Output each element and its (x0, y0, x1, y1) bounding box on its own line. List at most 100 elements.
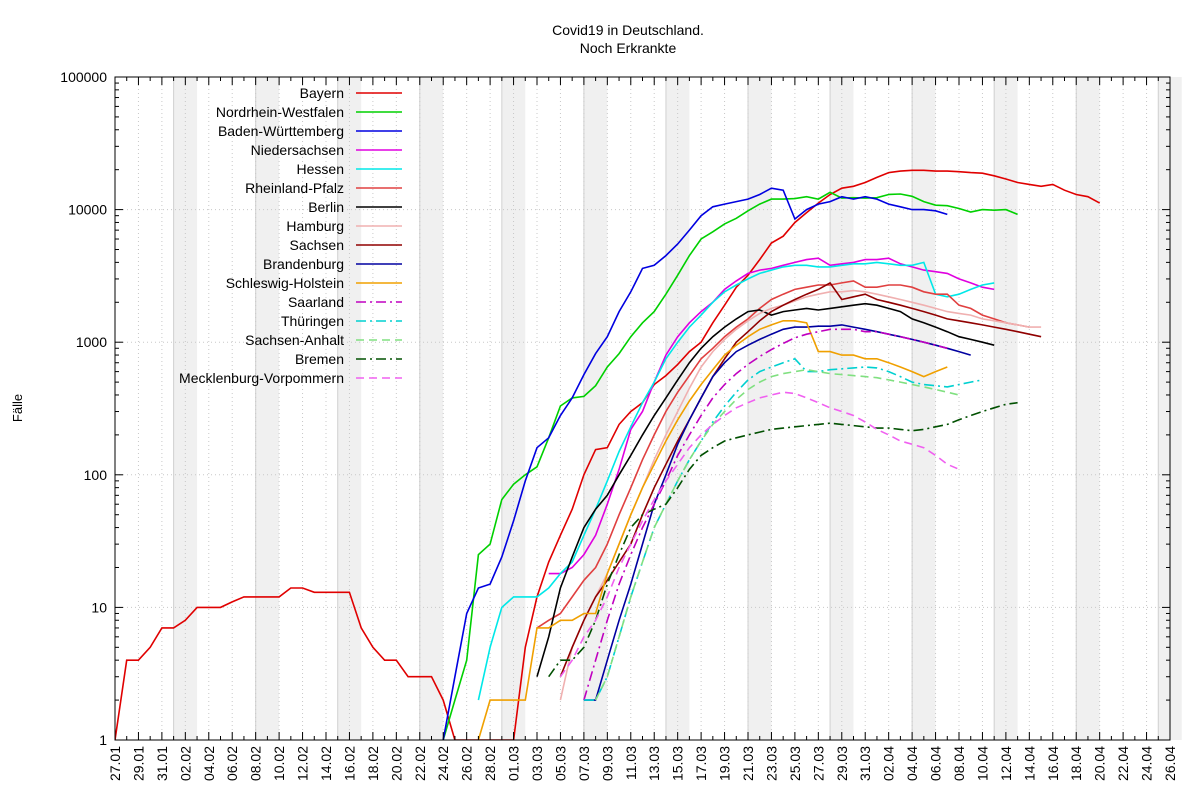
y-tick-label: 10000 (68, 202, 107, 218)
y-axis-label: Fälle (10, 394, 25, 422)
x-tick-label: 07.03 (576, 746, 592, 781)
y-tick-label: 10 (91, 599, 107, 615)
weekend-band (912, 77, 936, 740)
legend-label: Thüringen (281, 313, 344, 329)
series-line (536, 302, 995, 677)
x-tick-label: 29.01 (130, 746, 146, 781)
x-axis-ticks: 27.01 29.01 31.01 02.02 04.02 06.02 08.02 10.02… (107, 77, 1178, 781)
x-tick-label: 10.04 (974, 746, 990, 781)
x-tick-label: 16.04 (1045, 746, 1061, 781)
x-tick-label: 13.03 (646, 746, 662, 781)
x-tick-label: 03.03 (529, 746, 545, 781)
x-tick-label: 18.04 (1068, 746, 1084, 781)
weekend-band (173, 77, 198, 740)
legend-label: Bremen (295, 351, 344, 367)
y-axis-ticks: 1 10 100 1000 10000 100000 (60, 69, 1170, 748)
legend-label: Brandenburg (263, 256, 344, 272)
x-tick-label: 23.03 (763, 746, 779, 781)
x-tick-label: 04.02 (201, 746, 217, 781)
x-tick-label: 14.02 (318, 746, 334, 781)
weekend-band (748, 77, 772, 740)
series-line (548, 257, 995, 575)
series-line (442, 187, 948, 740)
x-tick-label: 24.04 (1139, 746, 1155, 781)
x-tick-label: 20.04 (1092, 746, 1108, 781)
legend-label: Hessen (297, 161, 344, 177)
legend-label: Baden-Württemberg (218, 123, 344, 139)
weekend-band (255, 77, 280, 740)
x-tick-label: 02.04 (881, 746, 897, 781)
x-tick-label: 12.04 (998, 746, 1014, 781)
x-tick-label: 17.03 (693, 746, 709, 781)
legend-label: Nordrhein-Westfalen (216, 104, 344, 120)
series-line (594, 368, 960, 701)
x-tick-label: 31.01 (154, 746, 170, 781)
series-line (559, 281, 1042, 677)
x-tick-label: 22.04 (1115, 746, 1131, 781)
x-tick-label: 01.03 (506, 746, 522, 781)
x-tick-label: 09.03 (599, 746, 615, 781)
weekend-band (830, 77, 854, 740)
series-line (115, 169, 1101, 740)
x-tick-label: 05.03 (552, 746, 568, 781)
legend-label: Schleswig-Holstein (226, 275, 344, 291)
y-tick-label: 100 (84, 467, 108, 483)
x-tick-label: 25.03 (787, 746, 803, 781)
series-line (536, 280, 1030, 629)
x-tick-label: 08.04 (951, 746, 967, 781)
legend-label: Bayern (300, 85, 344, 101)
x-tick-label: 28.02 (482, 746, 498, 781)
x-tick-label: 02.02 (177, 746, 193, 781)
x-tick-label: 11.03 (623, 746, 639, 780)
series-line (477, 261, 995, 701)
chart-subtitle: Noch Erkrankte (580, 40, 677, 56)
x-tick-label: 14.04 (1021, 746, 1037, 781)
legend-label: Hamburg (286, 218, 344, 234)
weekend-band (501, 77, 526, 740)
x-tick-label: 10.02 (271, 746, 287, 781)
y-tick-label: 1000 (76, 334, 107, 350)
x-tick-label: 18.02 (365, 746, 381, 781)
x-tick-label: 26.02 (459, 746, 475, 781)
x-tick-label: 31.03 (857, 746, 873, 781)
legend-label: Rheinland-Pfalz (245, 180, 344, 196)
y-tick-label: 100000 (60, 69, 107, 85)
x-tick-label: 20.02 (388, 746, 404, 781)
legend: Bayern Nordrhein-Westfalen Baden-Württembe… (179, 85, 402, 386)
x-tick-label: 12.02 (295, 746, 311, 781)
x-tick-label: 08.02 (248, 746, 264, 781)
weekend-band (1076, 77, 1100, 740)
legend-label: Mecklenburg-Vorpommern (179, 370, 344, 386)
legend-label: Sachsen-Anhalt (245, 332, 344, 348)
weekend-band (419, 77, 444, 740)
x-tick-label: 27.01 (107, 746, 123, 781)
x-tick-label: 26.04 (1162, 746, 1178, 781)
series-line (442, 191, 1018, 740)
series-line (477, 319, 948, 740)
x-tick-label: 15.03 (670, 746, 686, 781)
x-tick-label: 19.03 (717, 746, 733, 781)
weekend-band (665, 77, 690, 740)
x-tick-label: 27.03 (810, 746, 826, 781)
x-tick-label: 04.04 (904, 746, 920, 781)
legend-label: Saarland (288, 294, 344, 310)
series-line (583, 328, 948, 701)
chart-title: Covid19 in Deutschland. (552, 22, 704, 38)
series-lines (115, 169, 1101, 740)
weekend-band (583, 77, 608, 740)
series-line (559, 391, 960, 678)
weekend-band (994, 77, 1018, 740)
x-tick-label: 16.02 (341, 746, 357, 781)
legend-label: Sachsen (290, 237, 344, 253)
x-tick-label: 06.04 (928, 746, 944, 781)
weekend-band (337, 77, 362, 740)
series-line (548, 401, 1018, 678)
x-tick-label: 22.02 (412, 746, 428, 781)
legend-label: Berlin (308, 199, 344, 215)
x-tick-label: 29.03 (834, 746, 850, 781)
y-tick-label: 1 (99, 732, 107, 748)
legend-label: Niedersachsen (251, 142, 344, 158)
x-tick-label: 24.02 (435, 746, 451, 781)
x-tick-label: 21.03 (740, 746, 756, 781)
